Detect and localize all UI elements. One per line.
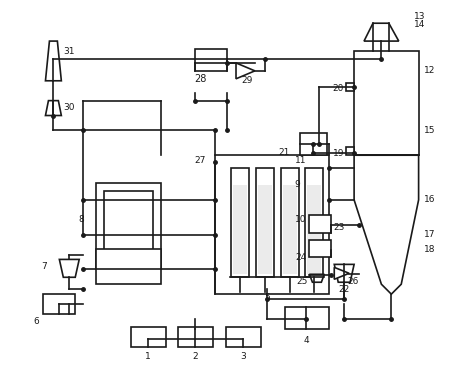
Text: 1: 1 — [145, 352, 151, 361]
FancyBboxPatch shape — [178, 327, 213, 347]
Text: 6: 6 — [34, 317, 39, 326]
Text: 23: 23 — [333, 223, 345, 232]
Text: 26: 26 — [347, 277, 358, 286]
Text: 13: 13 — [414, 12, 425, 21]
FancyBboxPatch shape — [256, 168, 273, 277]
Text: 24: 24 — [295, 253, 307, 262]
Polygon shape — [354, 155, 419, 294]
Text: 14: 14 — [414, 20, 425, 29]
Text: 16: 16 — [424, 195, 435, 204]
FancyBboxPatch shape — [233, 185, 247, 274]
Text: 20: 20 — [333, 84, 344, 93]
FancyBboxPatch shape — [96, 183, 161, 269]
Text: 9: 9 — [294, 180, 301, 190]
Text: 2: 2 — [192, 352, 198, 361]
Text: 11: 11 — [294, 156, 306, 165]
Polygon shape — [46, 41, 61, 81]
Text: 3: 3 — [240, 352, 246, 361]
Polygon shape — [46, 101, 61, 116]
FancyBboxPatch shape — [215, 155, 329, 294]
FancyBboxPatch shape — [104, 191, 153, 261]
Text: 31: 31 — [64, 46, 75, 56]
FancyBboxPatch shape — [284, 307, 329, 329]
Text: 22: 22 — [338, 285, 350, 294]
FancyBboxPatch shape — [258, 185, 272, 274]
FancyBboxPatch shape — [231, 168, 249, 277]
FancyBboxPatch shape — [283, 185, 297, 274]
Text: 19: 19 — [333, 149, 344, 158]
Text: 15: 15 — [424, 126, 435, 135]
FancyBboxPatch shape — [300, 133, 328, 155]
Text: 27: 27 — [194, 156, 205, 165]
Text: 21: 21 — [278, 148, 290, 157]
FancyBboxPatch shape — [226, 327, 261, 347]
Text: 17: 17 — [424, 230, 435, 239]
Polygon shape — [59, 259, 79, 277]
Text: 7: 7 — [42, 262, 47, 271]
FancyBboxPatch shape — [131, 327, 165, 347]
FancyBboxPatch shape — [354, 51, 419, 155]
Text: 5: 5 — [264, 293, 270, 302]
Polygon shape — [364, 23, 399, 41]
FancyBboxPatch shape — [195, 49, 227, 71]
Text: 8: 8 — [78, 215, 84, 224]
FancyBboxPatch shape — [305, 168, 323, 277]
FancyBboxPatch shape — [96, 250, 161, 284]
Polygon shape — [334, 267, 349, 279]
Text: 25: 25 — [296, 277, 308, 286]
Text: 10: 10 — [294, 215, 306, 224]
Text: 18: 18 — [424, 245, 435, 254]
Text: 12: 12 — [424, 66, 435, 75]
Text: 29: 29 — [241, 76, 253, 85]
FancyBboxPatch shape — [281, 168, 299, 277]
FancyBboxPatch shape — [310, 215, 331, 233]
Polygon shape — [334, 264, 354, 282]
Polygon shape — [310, 274, 324, 282]
FancyBboxPatch shape — [310, 240, 331, 257]
FancyBboxPatch shape — [44, 294, 75, 314]
Text: 28: 28 — [194, 74, 207, 84]
Text: 4: 4 — [304, 336, 309, 345]
FancyBboxPatch shape — [308, 185, 321, 274]
FancyBboxPatch shape — [346, 147, 354, 155]
Polygon shape — [236, 63, 255, 79]
Text: 30: 30 — [64, 103, 75, 112]
FancyBboxPatch shape — [346, 83, 354, 91]
